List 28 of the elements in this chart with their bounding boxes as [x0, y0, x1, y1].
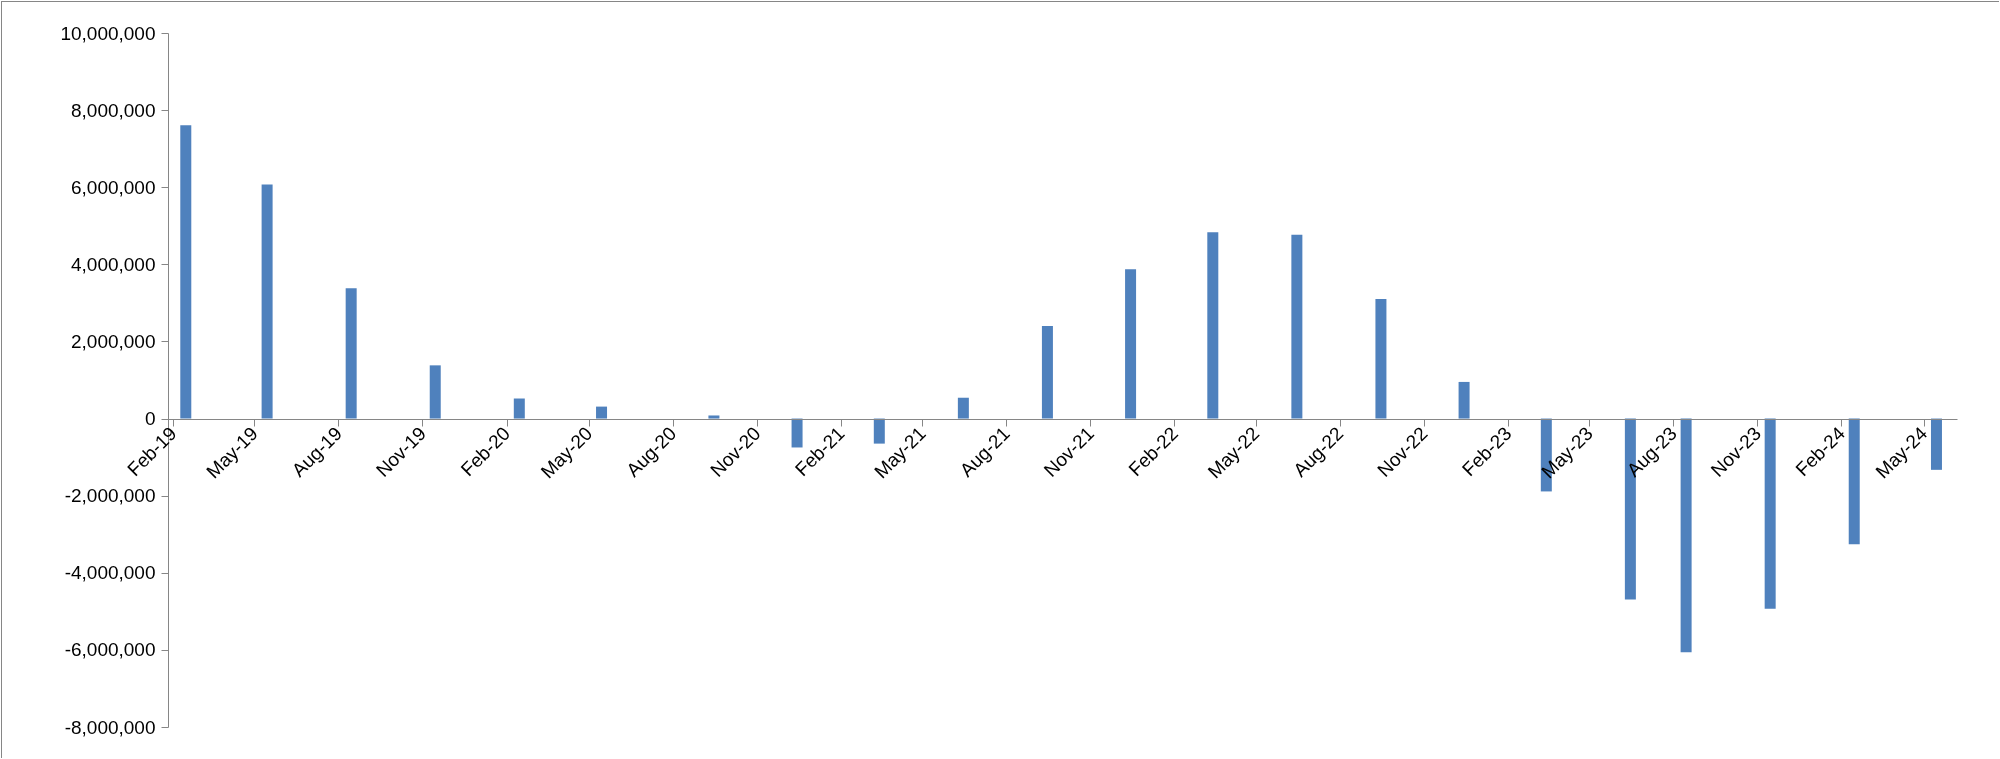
bar [180, 125, 192, 419]
y-tick-label: 0 [144, 408, 156, 430]
bar [345, 288, 357, 419]
bar [1930, 418, 1942, 470]
y-tick-label: 10,000,000 [60, 22, 156, 44]
bar [1291, 234, 1303, 419]
y-tick-label: -2,000,000 [64, 485, 156, 507]
y-tick-label: 4,000,000 [70, 253, 156, 275]
bar [1041, 326, 1053, 419]
bar [1764, 418, 1776, 609]
y-tick-label: 6,000,000 [70, 176, 156, 198]
bar [1375, 299, 1387, 419]
bar [1848, 418, 1860, 545]
bar [596, 406, 608, 419]
y-tick-label: -4,000,000 [64, 562, 156, 584]
bar [261, 184, 273, 419]
bar [708, 415, 720, 419]
bar [1125, 269, 1137, 419]
bar [429, 365, 441, 419]
bar [957, 397, 969, 419]
y-tick-label: 8,000,000 [70, 99, 156, 121]
bar [1207, 232, 1219, 419]
bar [1458, 381, 1470, 419]
bar [513, 398, 525, 419]
y-tick-label: -8,000,000 [64, 716, 156, 738]
bar [1680, 418, 1692, 653]
y-tick-label: -6,000,000 [64, 639, 156, 661]
y-tick-label: 2,000,000 [70, 330, 156, 352]
